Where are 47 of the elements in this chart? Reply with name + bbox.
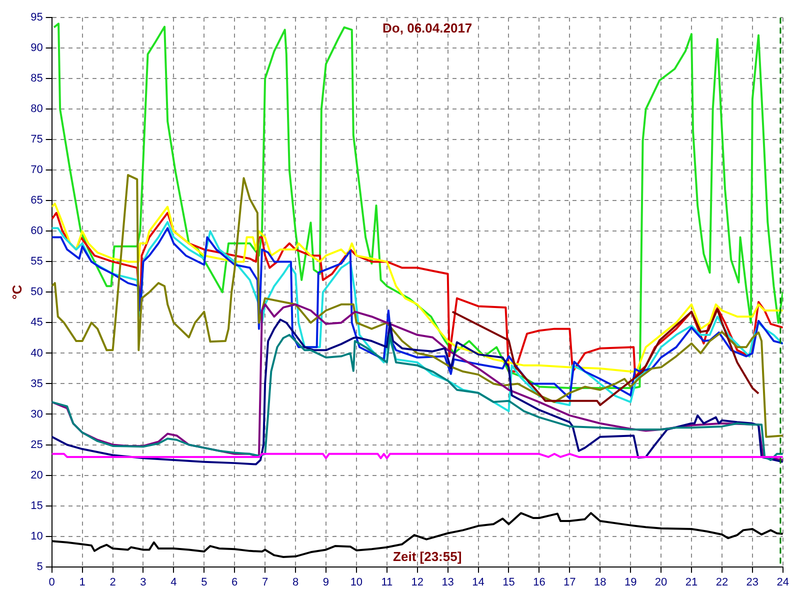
x-tick-label: 3 bbox=[140, 576, 146, 588]
chart-title: Do, 06.04.2017 bbox=[382, 20, 472, 36]
x-tick-label: 7 bbox=[262, 576, 268, 588]
x-tick-label: 23 bbox=[746, 576, 759, 588]
x-tick-label: 16 bbox=[533, 576, 546, 588]
y-tick-label: 40 bbox=[30, 347, 43, 360]
y-tick-label: 65 bbox=[30, 194, 43, 207]
y-tick-label: 70 bbox=[30, 164, 43, 176]
y-tick-label: 60 bbox=[30, 225, 43, 238]
y-tick-label: 75 bbox=[30, 134, 43, 146]
y-tick-label: 35 bbox=[30, 378, 43, 390]
y-tick-label: 10 bbox=[30, 530, 43, 542]
y-tick-label: 85 bbox=[30, 72, 43, 85]
x-tick-label: 13 bbox=[442, 576, 454, 588]
x-tick-label: 17 bbox=[564, 576, 576, 588]
x-tick-label: 4 bbox=[170, 576, 177, 588]
y-tick-label: 95 bbox=[30, 12, 43, 24]
y-tick-label: 80 bbox=[30, 103, 43, 116]
x-tick-label: 8 bbox=[292, 576, 299, 588]
x-tick-label: 1 bbox=[79, 576, 86, 588]
x-tick-label: 19 bbox=[624, 576, 637, 588]
x-tick-label: 9 bbox=[322, 576, 330, 588]
x-tick-label: 10 bbox=[350, 576, 363, 588]
y-tick-label: 30 bbox=[30, 408, 43, 420]
x-tick-label: 22 bbox=[716, 576, 728, 588]
y-tick-label: 25 bbox=[30, 438, 43, 451]
x-axis-title: Zeit [23:55] bbox=[393, 548, 462, 564]
y-tick-label: 90 bbox=[30, 42, 43, 54]
y-tick-label: 50 bbox=[30, 286, 43, 298]
x-tick-label: 12 bbox=[411, 576, 424, 588]
x-tick-label: 24 bbox=[776, 576, 790, 588]
y-tick-label: 20 bbox=[30, 469, 43, 482]
x-tick-label: 6 bbox=[232, 576, 238, 588]
x-tick-label: 21 bbox=[685, 576, 698, 588]
y-tick-label: 15 bbox=[30, 500, 43, 512]
x-tick-label: 11 bbox=[381, 576, 393, 588]
y-tick-label: 45 bbox=[30, 316, 43, 329]
y-axis-title: °C bbox=[9, 284, 24, 300]
x-tick-label: 18 bbox=[594, 576, 606, 588]
x-tick-label: 14 bbox=[472, 576, 484, 588]
x-tick-label: 20 bbox=[654, 576, 668, 588]
x-tick-label: 15 bbox=[502, 576, 515, 588]
x-tick-label: 5 bbox=[201, 576, 208, 588]
x-tick-label: 2 bbox=[110, 576, 116, 588]
y-tick-label: 55 bbox=[30, 256, 43, 268]
x-tick-label: 0 bbox=[48, 576, 55, 588]
y-tick-label: 5 bbox=[36, 560, 43, 573]
